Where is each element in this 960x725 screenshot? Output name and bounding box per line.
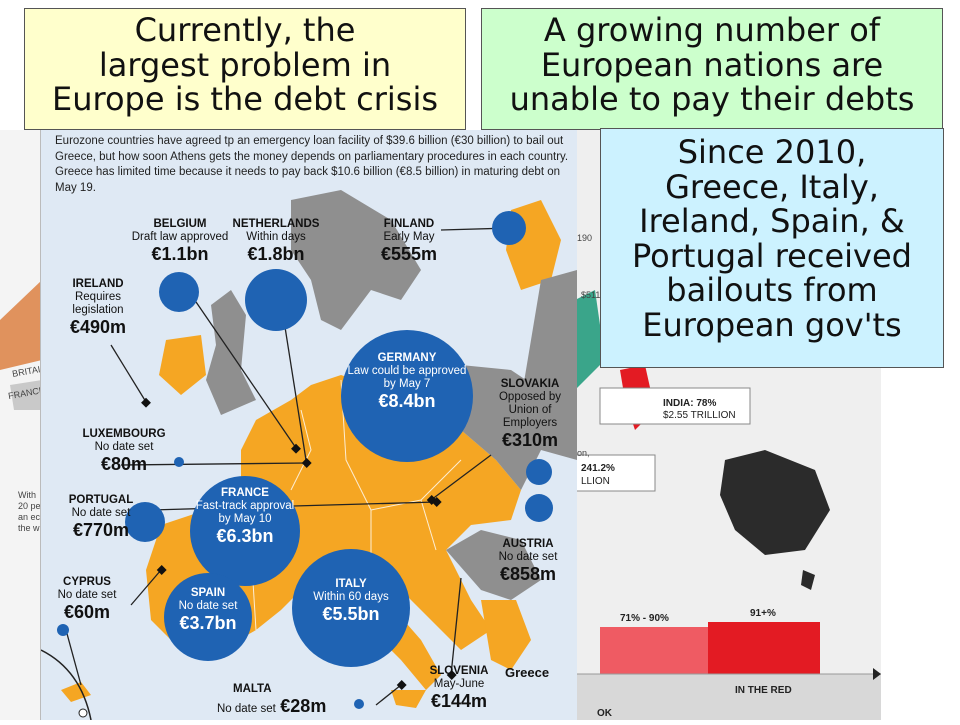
bg-india-value: $2.55 TRILLION (663, 410, 736, 421)
bg-text-511: $511 (581, 290, 601, 300)
callout-nations-unable-to-pay: A growing number of European nations are… (481, 8, 943, 130)
infographic-intro-text: Eurozone countries have agreed tp an eme… (55, 135, 569, 194)
label-slovenia: SLOVENIA May-June €144m (429, 665, 489, 711)
label-slovakia: SLOVAKIA Opposed by Union of Employers €… (498, 378, 561, 450)
callout-line: unable to pay their debts (509, 80, 915, 119)
bg-india-label: INDIA: 78% (663, 398, 717, 409)
label-netherlands: NETHERLANDS Within days €1.8bn (232, 218, 320, 264)
callout-line: bailouts from (666, 271, 878, 310)
label-belgium: BELGIUM Draft law approved €1.1bn (131, 218, 229, 264)
callout-line: Since 2010, (677, 133, 867, 171)
label-malta: MALTA No date set €28m (217, 683, 327, 716)
bg-llion: LLION (581, 476, 610, 487)
background-infographic-right: INDIA: 78% $2.55 TRILLION 241.2% LLION 7… (574, 130, 881, 720)
bg-text-with: With (18, 490, 36, 500)
europe-map (41, 130, 577, 720)
label-cyprus: CYPRUS No date set €60m (57, 576, 117, 622)
bg-text-ion: ion, (575, 448, 590, 458)
bg-pct-241: 241.2% (581, 463, 615, 474)
eurozone-bailout-infographic: Eurozone countries have agreed tp an eme… (40, 130, 577, 720)
label-finland: FINLAND Early May €555m (380, 218, 438, 264)
background-infographic-left: BRITAIN FRANCE With 20 pe an ec the w (0, 130, 47, 720)
callout-line: largest problem in (98, 45, 392, 84)
label-greece: Greece (505, 665, 550, 680)
bg-band-71-90: 71% - 90% (620, 613, 669, 624)
bg-text-anec: an ec (18, 512, 41, 522)
label-france: FRANCE Fast-track approval by May 10 €6.… (195, 487, 295, 546)
bg-text-thew: the w (18, 523, 40, 533)
bg-text-oduct: oduct (575, 466, 597, 476)
label-austria: AUSTRIA No date set €858m (498, 538, 558, 584)
label-italy: ITALY Within 60 days €5.5bn (313, 578, 389, 624)
callout-line: European gov'ts (642, 305, 902, 344)
label-germany: GERMANY Law could be approved by May 7 €… (347, 352, 467, 411)
bg-text-20pe: 20 pe (18, 501, 41, 511)
bg-ok: OK (597, 708, 612, 719)
label-ireland: IRELAND Requires legislation €490m (69, 278, 127, 337)
label-spain: SPAIN No date set €3.7bn (178, 587, 238, 633)
callout-line: Ireland, Spain, & (639, 202, 905, 241)
callout-line: A growing number of (543, 11, 881, 49)
callout-europe-debt-crisis: Currently, the largest problem in Europe… (24, 8, 466, 130)
bg-text-190: 190 (577, 233, 593, 243)
callout-line: Europe is the debt crisis (51, 80, 439, 119)
callout-line: Portugal received (632, 236, 912, 275)
bg-in-the-red: IN THE RED (735, 685, 792, 696)
callout-bailouts-since-2010: Since 2010, Greece, Italy, Ireland, Spai… (600, 128, 944, 368)
bg-band-91: 91+% (750, 608, 776, 619)
callout-line: Currently, the (134, 11, 356, 49)
background-arrow-shapes (0, 280, 42, 410)
label-portugal: PORTUGAL No date set €770m (68, 494, 134, 540)
label-luxembourg: LUXEMBOURG No date set €80m (82, 428, 166, 474)
callout-line: Greece, Italy, (665, 167, 879, 206)
callout-line: European nations are (540, 45, 884, 84)
